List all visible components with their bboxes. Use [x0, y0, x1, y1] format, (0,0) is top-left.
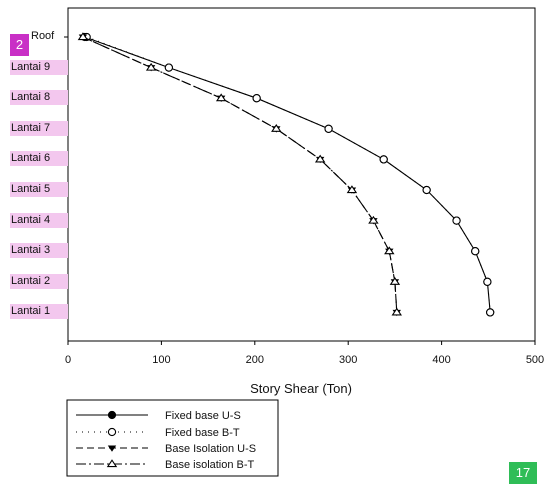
y-tick-label: Lantai 4	[11, 213, 51, 226]
legend-marker	[107, 410, 117, 420]
legend-label: Base isolation B-T	[165, 459, 255, 471]
data-point	[271, 124, 282, 132]
y-tick-label: Roof	[31, 30, 55, 42]
data-point	[379, 155, 388, 164]
y-label-highlight	[10, 212, 68, 228]
y-tick-label: Lantai 8	[11, 91, 51, 104]
data-point	[252, 94, 261, 103]
data-point	[422, 185, 431, 195]
data-point	[384, 246, 395, 255]
data-point	[452, 216, 461, 225]
legend-label: Base Isolation U-S	[165, 443, 256, 455]
series-1	[80, 32, 495, 317]
legend-item: Base isolation B-T	[76, 459, 255, 471]
x-tick-label: 200	[246, 354, 264, 366]
page-number-badge: 17	[509, 462, 537, 484]
y-tick-label: Lantai 1	[11, 305, 51, 318]
data-point	[145, 62, 157, 71]
y-label-highlight	[10, 90, 68, 106]
series-layer	[77, 32, 495, 317]
data-point	[368, 215, 379, 224]
x-tick-label: 100	[152, 354, 170, 366]
legend-item: Fixed base U-S	[76, 410, 241, 422]
legend-label: Fixed base U-S	[165, 410, 241, 422]
y-label-highlight	[10, 273, 68, 289]
x-axis-ticks: 0 100 200 300 400 500	[65, 341, 544, 366]
data-point	[471, 247, 480, 256]
data-point	[391, 307, 402, 316]
x-tick-label: 500	[526, 354, 544, 366]
y-tick-label: Lantai 2	[11, 274, 51, 287]
x-tick-label: 0	[65, 354, 71, 366]
y-tick-label: Lantai 6	[11, 152, 51, 165]
plot-frame	[67, 7, 536, 342]
series-2	[82, 32, 495, 317]
series-line	[82, 36, 398, 313]
series-3	[78, 34, 401, 317]
y-tick-label: Lantai 7	[11, 121, 51, 134]
data-point	[314, 154, 326, 163]
data-point	[389, 277, 401, 285]
legend-marker	[107, 427, 117, 437]
y-label-highlight	[10, 182, 68, 197]
y-label-highlight	[10, 304, 68, 320]
legend-item: Base Isolation U-S	[76, 443, 256, 455]
y-tick-label: Lantai 9	[11, 60, 51, 73]
series-line	[82, 36, 398, 313]
y-tick-label: Lantai 5	[11, 183, 51, 195]
x-tick-label: 300	[339, 354, 357, 366]
data-point	[324, 124, 333, 133]
series-4	[77, 32, 402, 316]
series-line	[84, 36, 491, 313]
legend-marker	[107, 445, 117, 452]
data-point	[164, 63, 174, 72]
legend-marker	[106, 459, 118, 468]
legend: Fixed base U-S Fixed base B-T Base Isolati…	[66, 399, 279, 477]
data-point	[483, 277, 492, 286]
data-point	[346, 185, 358, 194]
data-point	[486, 308, 495, 317]
y-label-highlight	[10, 59, 68, 75]
y-tick-label: Lantai 3	[11, 244, 51, 257]
data-point	[215, 93, 227, 102]
legend-item: Fixed base B-T	[76, 427, 240, 439]
data-point	[77, 32, 89, 41]
series-line	[86, 36, 491, 313]
page-marker-badge: 2	[10, 34, 29, 56]
y-label-highlight	[10, 243, 68, 259]
x-tick-label: 400	[432, 354, 450, 366]
y-label-highlight	[10, 120, 68, 136]
y-axis-ticks	[64, 36, 68, 313]
y-label-highlight	[10, 151, 68, 167]
x-axis-label: Story Shear (Ton)	[250, 381, 352, 396]
legend-box	[66, 399, 279, 477]
legend-label: Fixed base B-T	[165, 427, 240, 439]
